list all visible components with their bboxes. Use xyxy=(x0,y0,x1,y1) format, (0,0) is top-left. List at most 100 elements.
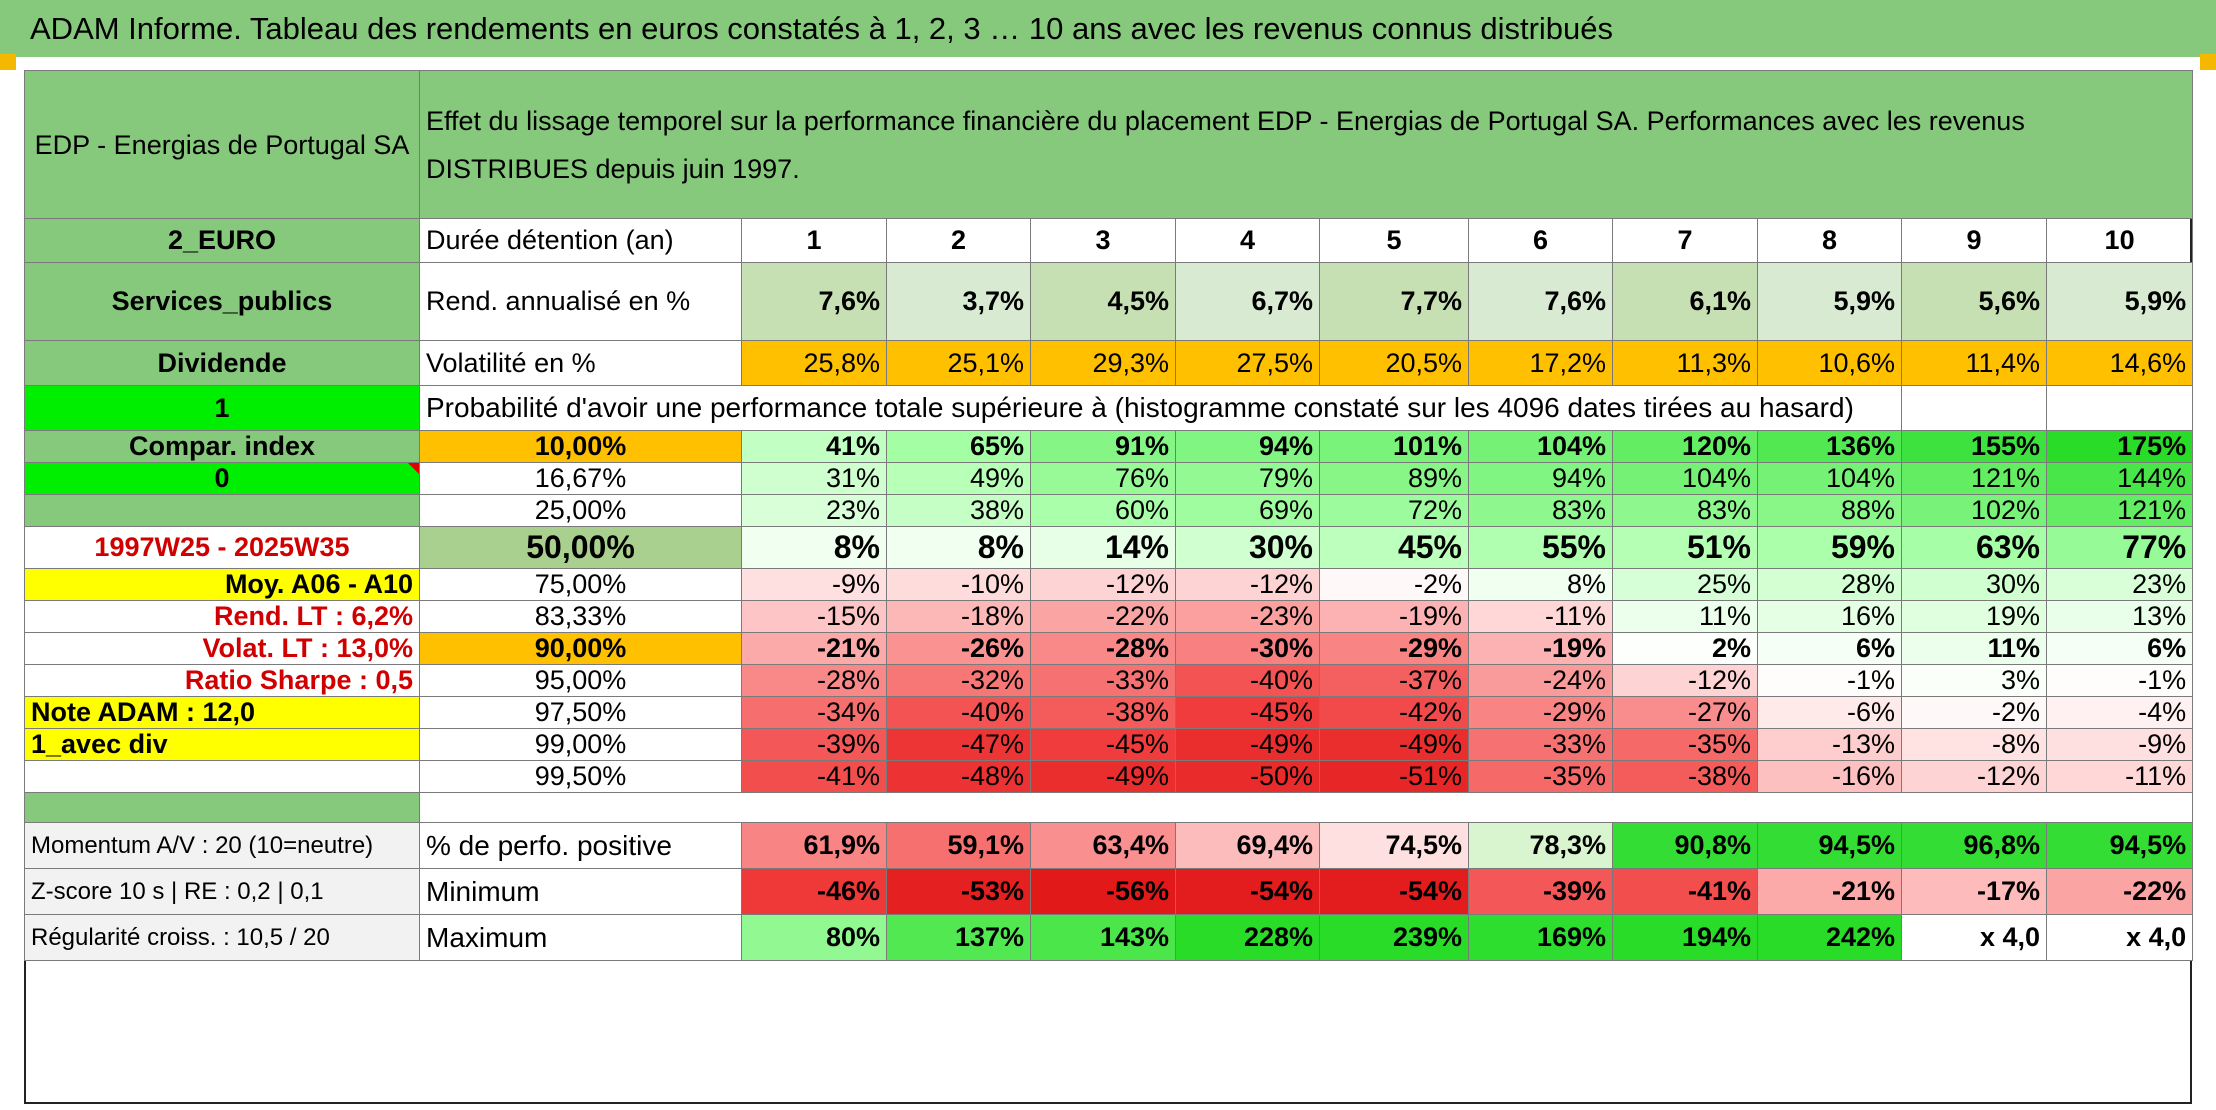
summary-cell: -21% xyxy=(1757,868,1902,915)
percentile-cell: -2% xyxy=(1319,568,1469,601)
percentile-cell: 49% xyxy=(886,462,1031,495)
percentile-cell: 23% xyxy=(741,494,887,527)
rend-cell: 5,6% xyxy=(1901,262,2047,341)
percentile-cell: -11% xyxy=(1468,600,1613,633)
description-text: Effet du lissage temporel sur la perform… xyxy=(418,70,2194,219)
percentile-cell: 51% xyxy=(1612,526,1758,569)
percentile-cell: -45% xyxy=(1175,696,1320,729)
left-info-cell: Compar. index xyxy=(24,430,420,463)
percentile-cell: -29% xyxy=(1468,696,1613,729)
performance-table: EDP - Energias de Portugal SA Effet du l… xyxy=(24,70,2194,961)
percentile-cell: 136% xyxy=(1757,430,1902,463)
percentile-row: Compar. index 10,00% 41% 65% 91% 94% 101% 104% 1… xyxy=(24,430,2194,463)
year-header: 7 xyxy=(1612,218,1758,263)
percentile-cell: 11% xyxy=(1901,632,2047,665)
percentile-label: 99,50% xyxy=(419,760,742,793)
summary-left-info: Régularité croiss. : 10,5 / 20 xyxy=(24,914,420,961)
percentile-cell: 175% xyxy=(2045,430,2194,463)
sector-label: Services_publics xyxy=(24,262,420,341)
percentile-cell: 16% xyxy=(1757,600,1902,633)
summary-left-info: Z-score 10 s | RE : 0,2 | 0,1 xyxy=(24,868,420,915)
percentile-cell: -35% xyxy=(1468,760,1613,793)
summary-cell: -22% xyxy=(2045,868,2194,915)
summary-cell: 94,5% xyxy=(1757,822,1902,869)
percentile-cell: -8% xyxy=(1901,728,2047,761)
year-header: 4 xyxy=(1175,218,1320,263)
summary-cell: 137% xyxy=(886,914,1031,961)
vol-cell: 27,5% xyxy=(1175,340,1320,386)
rend-cell: 4,5% xyxy=(1030,262,1176,341)
year-header: 5 xyxy=(1319,218,1469,263)
percentile-cell: 55% xyxy=(1468,526,1613,569)
rend-cell: 5,9% xyxy=(2045,262,2194,341)
left-info-cell: Note ADAM : 12,0 xyxy=(24,696,420,729)
vol-cell: 25,8% xyxy=(741,340,887,386)
percentile-label: 50,00% xyxy=(419,526,742,569)
percentile-label: 25,00% xyxy=(419,494,742,527)
company-name: EDP - Energias de Portugal SA xyxy=(24,70,420,219)
percentile-cell: 104% xyxy=(1468,430,1613,463)
percentile-cell: -41% xyxy=(741,760,887,793)
percentile-cell: 69% xyxy=(1175,494,1320,527)
percentile-cell: -48% xyxy=(886,760,1031,793)
percentile-cell: 72% xyxy=(1319,494,1469,527)
percentile-cell: -47% xyxy=(886,728,1031,761)
percentile-cell: -39% xyxy=(741,728,887,761)
percentile-cell: 14% xyxy=(1030,526,1176,569)
vol-cell: 10,6% xyxy=(1757,340,1902,386)
spacer-cell xyxy=(24,792,420,823)
percentile-label: 95,00% xyxy=(419,664,742,697)
percentile-cell: 94% xyxy=(1175,430,1320,463)
percentile-cell: -26% xyxy=(886,632,1031,665)
percentile-cell: 104% xyxy=(1757,462,1902,495)
percentile-cell: 28% xyxy=(1757,568,1902,601)
percentile-cell: 94% xyxy=(1468,462,1613,495)
summary-cell: 78,3% xyxy=(1468,822,1613,869)
percentile-cell: 121% xyxy=(1901,462,2047,495)
percentile-cell: 11% xyxy=(1612,600,1758,633)
percentile-cell: -2% xyxy=(1901,696,2047,729)
percentile-cell: -38% xyxy=(1030,696,1176,729)
summary-cell: -41% xyxy=(1612,868,1758,915)
percentile-cell: -18% xyxy=(886,600,1031,633)
percentile-cell: -30% xyxy=(1175,632,1320,665)
summary-label: Minimum xyxy=(419,868,742,915)
summary-cell: 69,4% xyxy=(1175,822,1320,869)
percentile-cell: 2% xyxy=(1612,632,1758,665)
year-header: 9 xyxy=(1901,218,2047,263)
percentile-cell: -28% xyxy=(741,664,887,697)
percentile-cell: -37% xyxy=(1319,664,1469,697)
percentile-cell: -51% xyxy=(1319,760,1469,793)
percentile-cell: 30% xyxy=(1175,526,1320,569)
percentile-cell: -12% xyxy=(1030,568,1176,601)
summary-cell: -39% xyxy=(1468,868,1613,915)
percentile-row: Ratio Sharpe : 0,5 95,00% -28% -32% -33% -40%… xyxy=(24,664,2194,697)
percentile-cell: 104% xyxy=(1612,462,1758,495)
percentile-cell: -38% xyxy=(1612,760,1758,793)
summary-cell: 61,9% xyxy=(741,822,887,869)
percentile-row: Note ADAM : 12,0 97,50% -34% -40% -38% -45% -4… xyxy=(24,696,2194,729)
left-info-cell: 1_avec div xyxy=(24,728,420,761)
rend-row: Services_publics Rend. annualisé en % 7,… xyxy=(24,262,2194,341)
summary-cell: -56% xyxy=(1030,868,1176,915)
percentile-cell: 41% xyxy=(741,430,887,463)
summary-cell: 59,1% xyxy=(886,822,1031,869)
vol-cell: 20,5% xyxy=(1319,340,1469,386)
percentile-cell: -49% xyxy=(1175,728,1320,761)
percentile-cell: -1% xyxy=(1757,664,1902,697)
left-info-cell: Ratio Sharpe : 0,5 xyxy=(24,664,420,697)
percentile-cell: -12% xyxy=(1175,568,1320,601)
vol-cell: 14,6% xyxy=(2045,340,2194,386)
dividend-label: Dividende xyxy=(24,340,420,386)
years-row: 2_EURO Durée détention (an) 1 2 3 4 5 6 7 8 9 10 xyxy=(24,218,2194,263)
percentile-label: 90,00% xyxy=(419,632,742,665)
flag-one: 1 xyxy=(24,385,420,431)
summary-cell: 169% xyxy=(1468,914,1613,961)
percentile-cell: -19% xyxy=(1319,600,1469,633)
summary-row: Momentum A/V : 20 (10=neutre)% de perfo.… xyxy=(24,822,2194,869)
percentile-row: 99,50% -41% -48% -49% -50% -51% -35% -38% -16% -1… xyxy=(24,760,2194,793)
year-header: 6 xyxy=(1468,218,1613,263)
percentile-cell: -45% xyxy=(1030,728,1176,761)
year-header: 1 xyxy=(741,218,887,263)
summary-cell: x 4,0 xyxy=(1901,914,2047,961)
